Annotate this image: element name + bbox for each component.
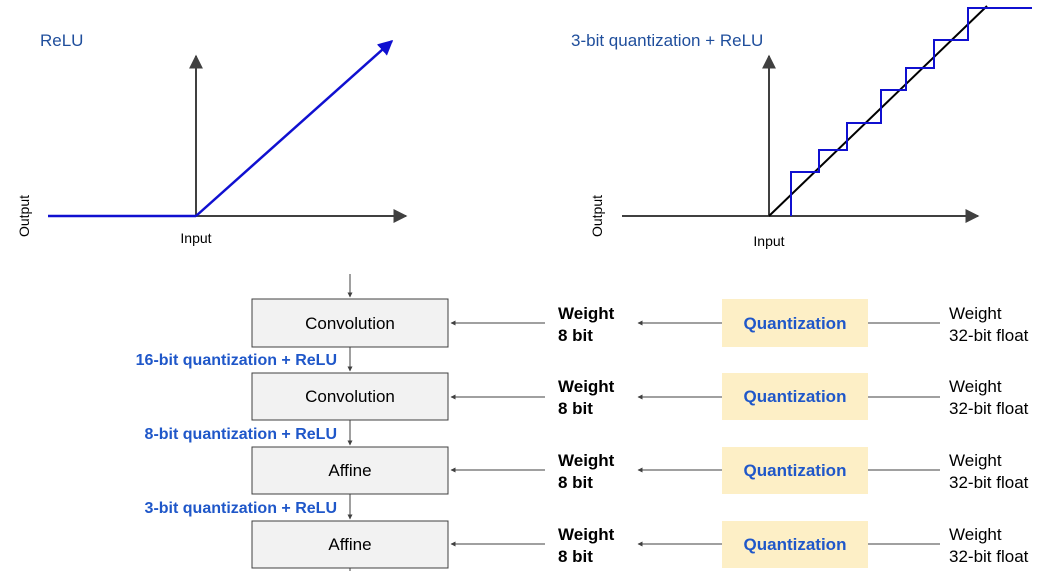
float-label-line1: Weight xyxy=(949,525,1002,544)
quant-plot: 3-bit quantization + ReLU Input Output xyxy=(571,5,1032,249)
weight-label-line1: Weight xyxy=(558,451,615,470)
float-label-line2: 32-bit float xyxy=(949,399,1029,418)
weight-label-line2: 8 bit xyxy=(558,399,593,418)
quantization-box-1 xyxy=(722,299,868,347)
stage-label-2: 8-bit quantization + ReLU xyxy=(145,426,337,443)
quant-step-curve xyxy=(790,7,1032,216)
quantization-box-2 xyxy=(722,373,868,420)
float-label-line2: 32-bit float xyxy=(949,326,1029,345)
layer-box-label: Convolution xyxy=(305,314,395,333)
stage-label-3: 3-bit quantization + ReLU xyxy=(145,500,337,517)
float-label-line2: 32-bit float xyxy=(949,473,1029,492)
quant-y-label: Output xyxy=(589,195,605,237)
quantization-label: Quantization xyxy=(744,387,847,406)
layer-box-label: Convolution xyxy=(305,387,395,406)
float-label-line1: Weight xyxy=(949,304,1002,323)
float-label-line2: 32-bit float xyxy=(949,547,1029,566)
layer-row-3: Affine Weight 8 bit Quantization Weight … xyxy=(251,446,1029,495)
quantization-box-4 xyxy=(722,521,868,568)
layer-box-3 xyxy=(251,446,449,495)
weight-label-line1: Weight xyxy=(558,304,615,323)
quantization-label: Quantization xyxy=(744,461,847,480)
relu-curve-ramp xyxy=(195,40,394,217)
weight-label-line2: 8 bit xyxy=(558,473,593,492)
layer-row-1: Convolution Weight 8 bit Quantization We… xyxy=(251,298,1029,348)
layer-box-2 xyxy=(251,372,449,421)
float-label-line1: Weight xyxy=(949,377,1002,396)
quantization-label: Quantization xyxy=(744,535,847,554)
relu-x-label: Input xyxy=(180,230,211,246)
weight-label-line1: Weight xyxy=(558,525,615,544)
layer-row-2: Convolution Weight 8 bit Quantization We… xyxy=(251,372,1029,421)
relu-plot-title: ReLU xyxy=(40,31,83,50)
stage-label-1: 16-bit quantization + ReLU xyxy=(136,352,337,369)
quantization-box-3 xyxy=(722,447,868,494)
quantization-label: Quantization xyxy=(744,314,847,333)
quant-plot-title: 3-bit quantization + ReLU xyxy=(571,31,763,50)
weight-label-line2: 8 bit xyxy=(558,326,593,345)
relu-y-label: Output xyxy=(16,195,32,237)
layer-row-4: Affine Weight 8 bit Quantization Weight … xyxy=(251,520,1029,569)
quant-linear-reference xyxy=(768,5,988,217)
layer-box-label: Affine xyxy=(328,535,371,554)
relu-plot: ReLU Input Output xyxy=(16,31,408,246)
quant-x-label: Input xyxy=(753,233,784,249)
layer-box-label: Affine xyxy=(328,461,371,480)
weight-label-line1: Weight xyxy=(558,377,615,396)
layer-box-4 xyxy=(251,520,449,569)
layer-box-1 xyxy=(251,298,449,348)
weight-label-line2: 8 bit xyxy=(558,547,593,566)
float-label-line1: Weight xyxy=(949,451,1002,470)
